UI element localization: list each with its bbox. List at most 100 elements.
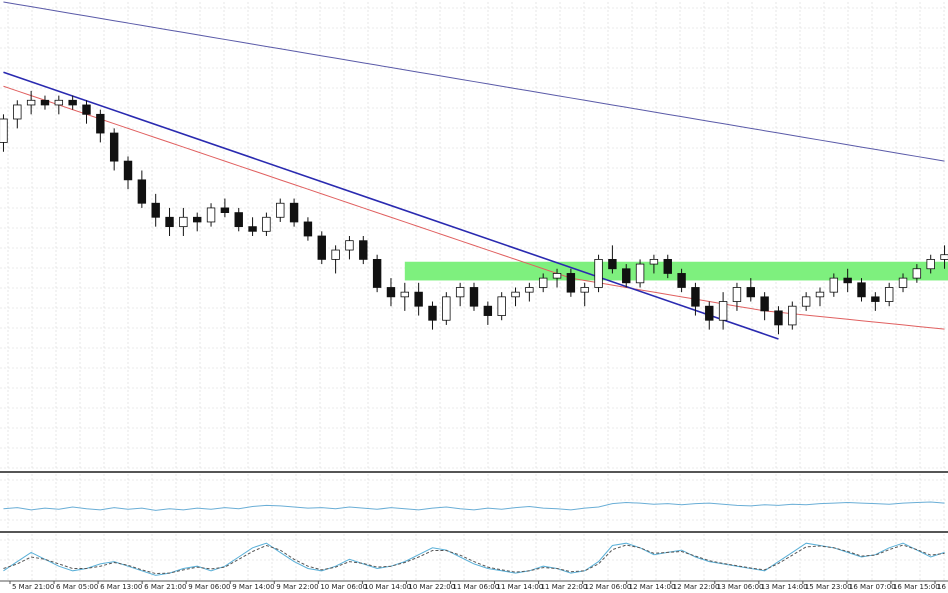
candle-body [940,254,948,260]
candle [746,278,755,302]
candle-body [926,258,935,270]
candle-body [691,287,700,307]
stochastic-main-line [3,542,945,576]
candle [884,282,894,307]
candle [912,264,922,283]
candle [538,273,548,293]
candle-body [414,291,423,307]
candle [857,278,866,302]
candle-body [234,212,243,228]
candle-body [442,296,451,321]
candle [829,273,839,297]
candle-body [580,287,589,293]
candle-body [912,268,922,279]
candle [705,301,714,330]
candle [165,207,174,236]
x-tick-label: 10 Mar 06:00 [320,583,367,591]
candle-body [815,291,825,298]
candle [594,254,603,293]
x-tick-label: 13 Mar 14:00 [761,583,808,591]
candle-body [871,296,880,302]
candle [622,264,631,288]
candle-body [594,258,603,288]
candle-body [276,202,285,218]
candle-body [400,291,410,298]
candle [732,282,742,311]
candle-body [884,287,894,302]
candle-body [96,113,105,134]
candle [26,90,36,115]
candle [843,268,852,293]
candle [0,114,8,152]
candle [414,282,423,316]
x-tick-label: 6 Mar 13:00 [100,583,142,591]
candle-body [262,216,271,232]
candle [635,259,645,288]
moving-average-slow [3,1,945,162]
resistance-zone [404,261,948,281]
candle [525,282,534,302]
candle [40,95,50,110]
x-tick-label: 9 Mar 06:00 [188,583,230,591]
oscillator-line [3,501,945,511]
x-tick-label: 12 Mar 22:00 [673,583,720,591]
candle [234,207,243,232]
candle-body [663,258,672,274]
candle-body [331,249,340,260]
candle-body [317,235,326,260]
x-tick-label: 5 Mar 21:00 [12,583,54,591]
candle [82,100,91,124]
candle-body [151,202,160,218]
candle-body [165,216,174,228]
candle-body [732,287,742,302]
candle-body [303,221,313,237]
candle [428,301,437,330]
candle-body [801,296,811,307]
candle-body [857,282,866,298]
x-tick-label: 16 Mar 07:00 [849,583,896,591]
candle [926,254,935,274]
candle [193,212,202,232]
x-tick-label: 12 Mar 06:00 [585,583,632,591]
candle [455,282,465,307]
candle [566,268,576,297]
candle-body [82,104,91,115]
x-tick-label: 6 Mar 21:00 [144,583,186,591]
candle-body [552,273,562,279]
candle-body [898,277,908,288]
candle [206,203,216,227]
candle-body [538,277,548,288]
candle-body [248,226,257,232]
x-tick-label: 9 Mar 22:00 [276,583,318,591]
x-tick-label: 15 Mar 23:00 [805,583,852,591]
x-tick-label: 11 Mar 06:00 [452,583,499,591]
candle-body [40,99,50,106]
candle-body [137,179,147,204]
candle [386,278,396,307]
candle [289,198,299,227]
candle [469,282,479,311]
candle [220,198,230,218]
candle [815,287,825,307]
candle-body [746,287,755,298]
candle [262,212,271,236]
candle-body [179,216,188,228]
candle [940,245,948,269]
moving-average-fast [3,85,945,330]
candle [442,292,451,325]
candle [649,254,659,274]
candle-body [497,296,506,316]
candle-body [525,287,534,293]
candle-body [220,207,230,213]
candle-body [649,258,659,265]
candle-body [608,258,617,270]
candle-body [123,160,133,181]
candle [497,292,506,321]
candle-body [774,310,783,326]
candle [372,254,382,293]
candle [13,100,22,129]
x-tick-label: 6 Mar 05:00 [56,583,98,591]
candle [774,306,783,335]
candle-body [718,301,728,321]
candle-body [760,296,769,312]
